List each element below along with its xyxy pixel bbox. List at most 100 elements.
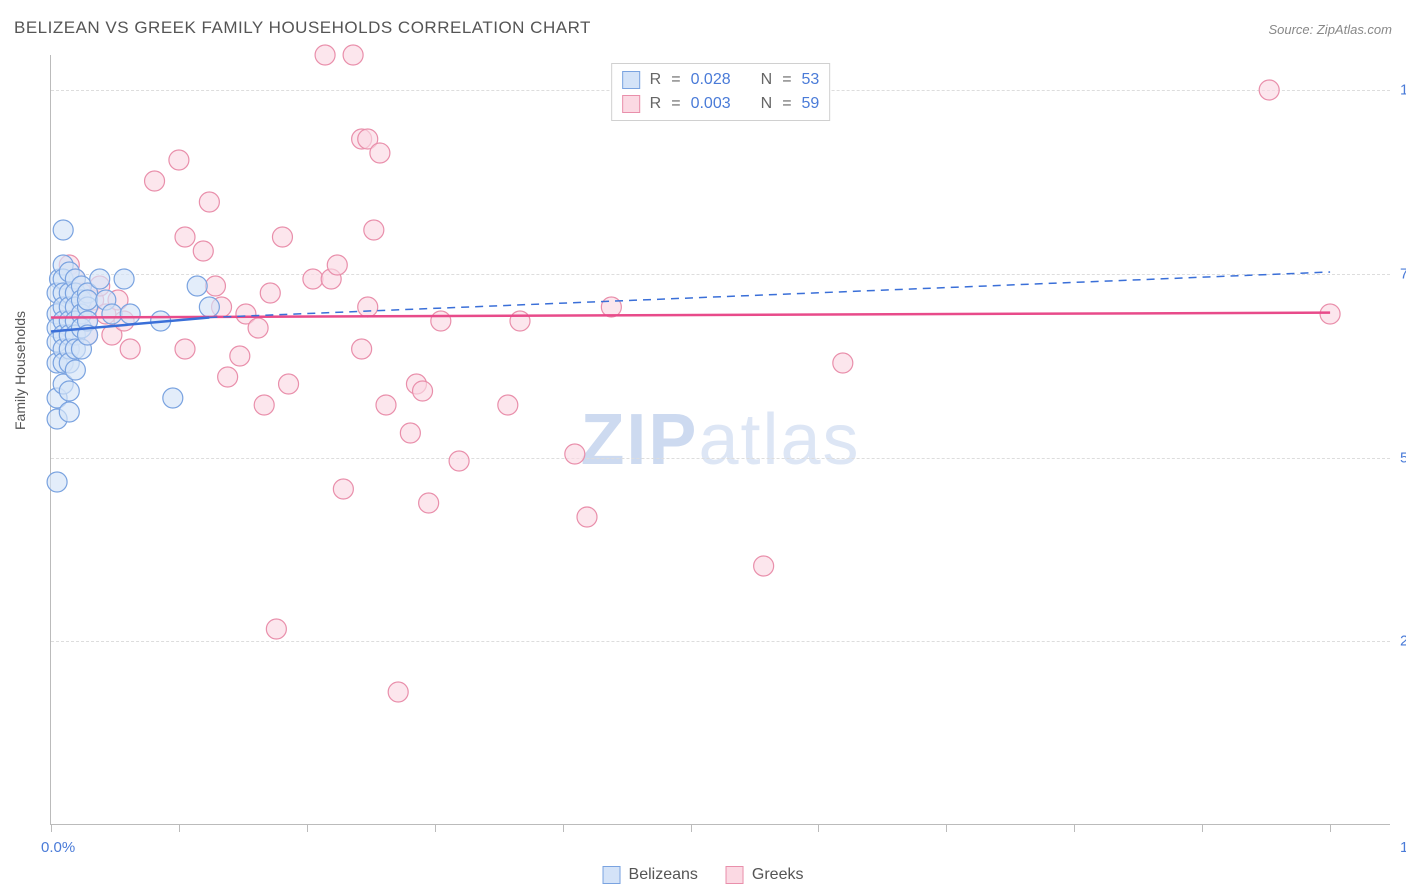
data-point [1259,80,1279,100]
data-point [364,220,384,240]
swatch-belizeans [622,71,640,89]
stats-row-belizeans: R = 0.028 N = 53 [622,68,820,92]
x-tick [307,824,308,832]
data-point [199,297,219,317]
stat-eq-1: = [671,71,680,89]
y-tick-label: 100.0% [1400,82,1406,99]
data-point [59,381,79,401]
data-point [303,269,323,289]
data-point [449,451,469,471]
x-tick [1202,824,1203,832]
data-point [193,241,213,261]
chart-container: BELIZEAN VS GREEK FAMILY HOUSEHOLDS CORR… [0,0,1406,892]
data-point [120,339,140,359]
x-tick [946,824,947,832]
data-point [230,346,250,366]
data-point [333,479,353,499]
legend-swatch-greeks [726,866,744,884]
stats-row-greeks: R = 0.003 N = 59 [622,92,820,116]
data-point [175,227,195,247]
x-tick [1074,824,1075,832]
y-tick-label: 75.0% [1400,265,1406,282]
data-point [175,339,195,359]
data-point [254,395,274,415]
swatch-greeks [622,95,640,113]
legend-entry-greeks: Greeks [726,866,804,884]
stat-n-label-1: N [761,71,773,89]
x-tick-label-max: 100.0% [1400,839,1406,856]
data-point [601,297,621,317]
data-point [266,619,286,639]
data-point [400,423,420,443]
x-tick [179,824,180,832]
x-tick [818,824,819,832]
legend-swatch-belizeans [603,866,621,884]
data-point [358,297,378,317]
stat-r-label-2: R [650,95,662,113]
data-point [352,339,372,359]
data-point [78,290,98,310]
stats-legend: R = 0.028 N = 53 R = 0.003 N = 59 [611,63,831,121]
stat-n-val-1: 53 [802,71,820,89]
source-name: ZipAtlas.com [1317,22,1392,37]
stat-eq-2b: = [782,95,791,113]
data-point [145,171,165,191]
data-point [413,381,433,401]
data-point [431,311,451,331]
data-point [163,388,183,408]
data-point [169,150,189,170]
stat-eq-1b: = [782,71,791,89]
data-point [272,227,292,247]
legend-label-belizeans: Belizeans [629,866,698,884]
data-point [833,353,853,373]
data-point [205,276,225,296]
x-tick [563,824,564,832]
stat-r-val-2: 0.003 [691,95,731,113]
stat-r-label-1: R [650,71,662,89]
data-point [419,493,439,513]
y-tick-label: 25.0% [1400,633,1406,650]
data-point [315,45,335,65]
legend-label-greeks: Greeks [752,866,804,884]
data-point [218,367,238,387]
data-point [577,507,597,527]
data-point [59,402,79,422]
source-attribution: Source: ZipAtlas.com [1268,22,1392,37]
data-point [343,45,363,65]
data-point [388,682,408,702]
data-point [120,304,140,324]
data-point [510,311,530,331]
data-point [260,283,280,303]
x-tick [51,824,52,832]
data-point [754,556,774,576]
data-point [199,192,219,212]
data-point [1320,304,1340,324]
x-tick [1330,824,1331,832]
data-point [65,360,85,380]
x-tick [691,824,692,832]
data-point [90,269,110,289]
data-point [327,255,347,275]
series-legend: Belizeans Greeks [603,866,804,884]
stat-n-label-2: N [761,95,773,113]
x-tick-label-min: 0.0% [41,839,75,856]
data-point [279,374,299,394]
data-point [370,143,390,163]
chart-title: BELIZEAN VS GREEK FAMILY HOUSEHOLDS CORR… [14,18,591,38]
data-point [102,304,122,324]
data-point [187,276,207,296]
data-point [248,318,268,338]
legend-entry-belizeans: Belizeans [603,866,698,884]
plot-area: ZIPatlas 25.0%50.0%75.0%100.0% R = 0.028… [50,55,1390,825]
x-tick [435,824,436,832]
data-point [114,269,134,289]
stat-r-val-1: 0.028 [691,71,731,89]
stat-eq-2: = [671,95,680,113]
data-point [53,220,73,240]
stat-n-val-2: 59 [802,95,820,113]
y-tick-label: 50.0% [1400,449,1406,466]
data-point [376,395,396,415]
data-point [498,395,518,415]
data-point [47,472,67,492]
y-axis-label: Family Households [12,311,28,430]
